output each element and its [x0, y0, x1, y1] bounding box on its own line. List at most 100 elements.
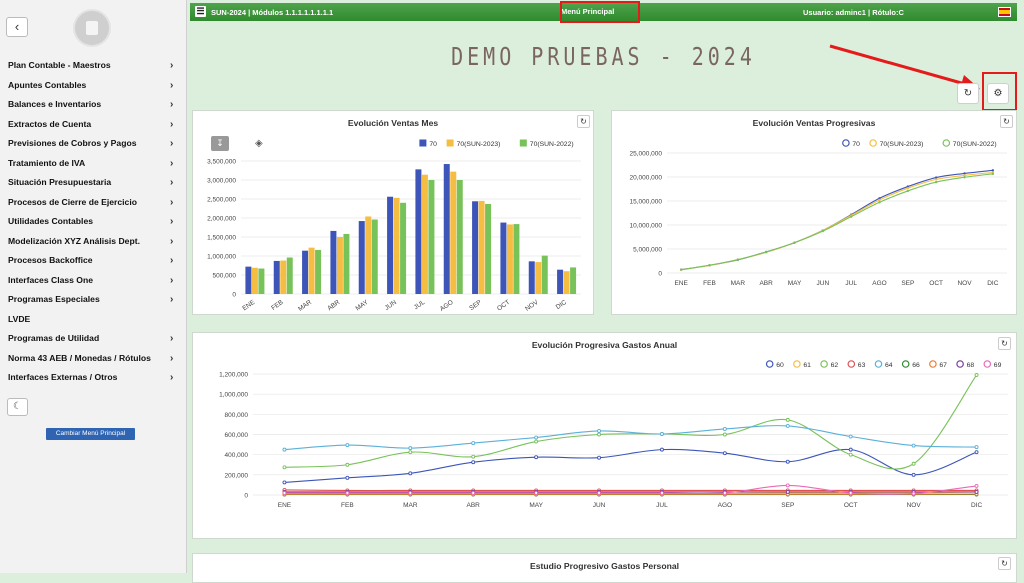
data-point	[660, 491, 663, 494]
data-point	[822, 230, 824, 232]
legend-marker	[767, 361, 773, 367]
chevron-right-icon: ›	[170, 329, 173, 349]
data-point	[472, 455, 475, 458]
x-tick-label: MAY	[354, 299, 370, 313]
sidebar-menu: Plan Contable - Maestros›Apuntes Contabl…	[0, 56, 187, 388]
y-tick-label: 25,000,000	[629, 151, 662, 158]
x-tick-label: JUN	[593, 502, 606, 509]
x-tick-label: MAR	[731, 280, 746, 287]
sidebar-item-label: Plan Contable - Maestros	[8, 60, 111, 70]
sidebar-item[interactable]: Previsiones de Cobros y Pagos›	[0, 134, 187, 154]
sidebar-item[interactable]: Norma 43 AEB / Monedas / Rótulos›	[0, 349, 187, 369]
bar	[500, 223, 506, 294]
x-tick-label: OCT	[844, 502, 858, 509]
x-tick-label: SEP	[901, 280, 914, 287]
x-tick-label: JUL	[656, 502, 668, 509]
cambiar-menu-principal-button[interactable]: Cambiar Menú Principal	[46, 428, 135, 440]
chevron-right-icon: ›	[170, 271, 173, 291]
sidebar-item-label: Situación Presupuestaria	[8, 177, 111, 187]
data-point	[409, 491, 412, 494]
x-tick-label: DIC	[971, 502, 983, 509]
sidebar-item[interactable]: Procesos de Cierre de Ejercicio›	[0, 193, 187, 213]
data-point	[907, 190, 909, 192]
sidebar-item[interactable]: Plan Contable - Maestros›	[0, 56, 187, 76]
y-tick-label: 800,000	[225, 412, 249, 419]
x-tick-label: DIC	[555, 299, 568, 311]
sidebar-item[interactable]: Programas de Utilidad›	[0, 329, 187, 349]
y-tick-label: 5,000,000	[633, 247, 662, 254]
bar	[252, 268, 258, 294]
data-point	[346, 476, 349, 479]
refresh-button[interactable]: ↻	[957, 83, 979, 104]
legend-marker	[520, 140, 527, 147]
legend-marker	[930, 361, 936, 367]
data-point	[472, 442, 475, 445]
sidebar-item[interactable]: Interfaces Externas / Otros›	[0, 368, 187, 388]
legend-marker	[875, 361, 881, 367]
data-point	[535, 456, 538, 459]
data-point	[878, 199, 880, 201]
refresh-icon[interactable]: ↻	[998, 557, 1011, 570]
chevron-left-icon: ‹	[15, 19, 19, 34]
sidebar-item[interactable]: Extractos de Cuenta›	[0, 115, 187, 135]
x-tick-label: JUL	[413, 299, 427, 312]
sidebar-item[interactable]: Situación Presupuestaria ›	[0, 173, 187, 193]
sidebar-item[interactable]: LVDE	[0, 310, 187, 330]
data-point	[409, 451, 412, 454]
x-tick-label: FEB	[270, 299, 284, 312]
sidebar-item[interactable]: Tratamiento de IVA›	[0, 154, 187, 174]
sidebar-item[interactable]: Programas Especiales›	[0, 290, 187, 310]
chart-panel-gastos-personal: Estudio Progresivo Gastos Personal ↻	[192, 553, 1017, 583]
sidebar-item-label: Tratamiento de IVA	[8, 158, 85, 168]
sidebar-item[interactable]: Modelización XYZ Análisis Dept.›	[0, 232, 187, 252]
sidebar-item[interactable]: Apuntes Contables›	[0, 76, 187, 96]
back-button[interactable]: ‹	[6, 17, 28, 37]
bar	[400, 203, 406, 294]
bar	[570, 267, 576, 294]
sidebar-item[interactable]: Utilidades Contables›	[0, 212, 187, 232]
sidebar-item[interactable]: Interfaces Class One›	[0, 271, 187, 291]
data-point	[283, 491, 286, 494]
sidebar-item[interactable]: Procesos Backoffice›	[0, 251, 187, 271]
data-point	[963, 176, 965, 178]
data-point	[849, 435, 852, 438]
bar	[450, 172, 456, 294]
user-info[interactable]: Usuario: adminc1 | Rótulo:C	[803, 8, 904, 17]
data-point	[793, 241, 795, 243]
data-point	[708, 264, 710, 266]
app-module-label: SUN-2024 | Módulos 1.1.1.1.1.1.1.1	[211, 8, 333, 17]
data-point	[992, 169, 994, 171]
spain-flag-icon[interactable]	[998, 7, 1011, 17]
legend-marker	[821, 361, 827, 367]
x-tick-label: ENE	[241, 299, 257, 313]
data-point	[737, 258, 739, 260]
data-point	[975, 490, 978, 493]
chevron-right-icon: ›	[170, 173, 173, 193]
legend-marker	[870, 140, 876, 146]
x-tick-label: DIC	[987, 280, 999, 287]
data-point	[975, 446, 978, 449]
sidebar-item-label: Norma 43 AEB / Monedas / Rótulos	[8, 353, 151, 363]
legend-marker	[903, 361, 909, 367]
chevron-right-icon: ›	[170, 76, 173, 96]
data-point	[765, 251, 767, 253]
x-tick-label: ABR	[759, 280, 773, 287]
data-point	[346, 491, 349, 494]
chevron-right-icon: ›	[170, 368, 173, 388]
data-point	[346, 463, 349, 466]
data-point	[849, 491, 852, 494]
y-tick-label: 2,500,000	[207, 197, 236, 204]
legend-label: 61	[803, 362, 811, 369]
y-tick-label: 10,000,000	[629, 223, 662, 230]
sidebar-item-label: LVDE	[8, 314, 30, 324]
x-tick-label: NOV	[957, 280, 972, 287]
bar	[315, 250, 321, 294]
sidebar-item[interactable]: Balances e Inventarios›	[0, 95, 187, 115]
x-tick-label: SEP	[781, 502, 794, 509]
legend-marker	[843, 140, 849, 146]
x-tick-label: JUL	[845, 280, 857, 287]
theme-toggle-button[interactable]: ☾	[7, 398, 28, 416]
y-tick-label: 1,000,000	[219, 392, 248, 399]
hamburger-menu-icon[interactable]: ☰	[195, 6, 206, 17]
